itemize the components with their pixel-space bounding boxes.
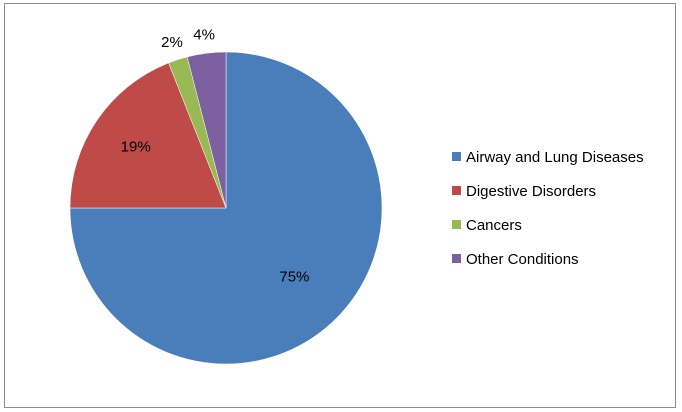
data-label-digestive-disorders: 19%: [121, 139, 151, 156]
data-label-airway-and-lung-diseases: 75%: [279, 268, 309, 285]
legend: Airway and Lung Diseases Digestive Disord…: [452, 149, 644, 268]
legend-label-airway-and-lung-diseases: Airway and Lung Diseases: [466, 149, 644, 166]
legend-label-other-conditions: Other Conditions: [466, 251, 579, 268]
pie-slice-digestive-disorders: [69, 62, 227, 209]
legend-swatch-other-conditions: [452, 254, 461, 263]
pie-slice-other-conditions: [186, 51, 227, 209]
pie-slices: [69, 51, 383, 365]
data-label-cancers: 2%: [161, 34, 183, 51]
legend-label-cancers: Cancers: [466, 217, 522, 234]
legend-label-digestive-disorders: Digestive Disorders: [466, 183, 596, 200]
data-label-other-conditions: 4%: [193, 27, 215, 44]
legend-swatch-cancers: [452, 220, 461, 229]
legend-swatch-airway-and-lung-diseases: [452, 152, 461, 161]
legend-swatch-digestive-disorders: [452, 186, 461, 195]
pie-slice-airway-and-lung-diseases: [69, 51, 383, 365]
pie-data-labels: 75% 19% 2% 4%: [121, 27, 310, 286]
